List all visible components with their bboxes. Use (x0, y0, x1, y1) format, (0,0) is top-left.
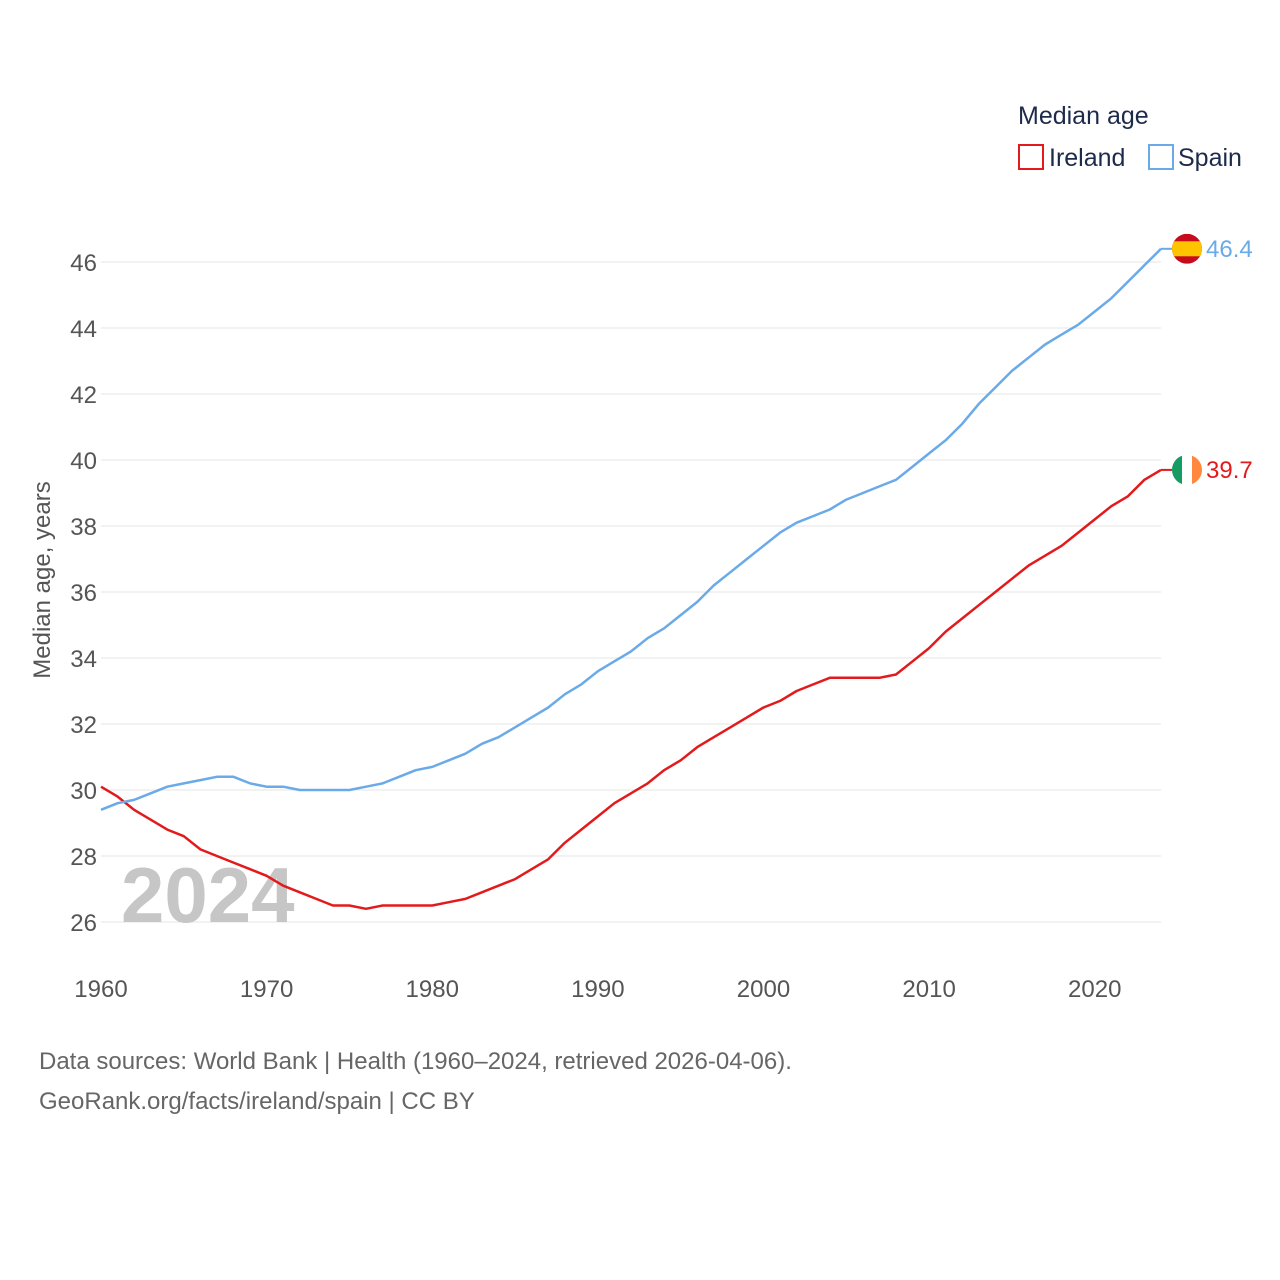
median-age-chart: 26 28 30 32 34 36 38 40 42 44 46 1960 1970 1980 1990 2… (29, 102, 1253, 1003)
y-tick-label-26: 26 (70, 910, 97, 937)
x-tick-label-1980: 1980 (406, 976, 459, 1003)
current-year-watermark: 2024 (121, 851, 295, 939)
y-axis-ticks: 26 28 30 32 34 36 38 40 42 44 46 (70, 250, 97, 937)
y-tick-label-34: 34 (70, 646, 97, 673)
legend-item-ireland[interactable]: Ireland (1018, 144, 1125, 172)
source-link[interactable]: GeoRank.org/facts/ireland/spain | CC BY (39, 1088, 475, 1115)
series-lines (100, 247, 1162, 911)
end-value-label-ireland: 39.7 (1206, 457, 1253, 484)
y-tick-label-28: 28 (70, 844, 97, 871)
spain-flag-icon (1172, 233, 1202, 264)
x-tick-label-1990: 1990 (571, 976, 624, 1003)
y-axis-title: Median age, years (29, 481, 56, 678)
legend-label-ireland: Ireland (1049, 144, 1125, 172)
x-tick-label-1970: 1970 (240, 976, 293, 1003)
x-tick-label-2020: 2020 (1068, 976, 1121, 1003)
end-value-label-spain: 46.4 (1206, 236, 1253, 263)
y-tick-label-30: 30 (70, 778, 97, 805)
x-tick-label-2000: 2000 (737, 976, 790, 1003)
legend-swatch-spain (1148, 144, 1174, 170)
y-tick-label-46: 46 (70, 250, 97, 277)
series-end-markers: 39.7 46.4 (1161, 233, 1253, 485)
legend-item-spain[interactable]: Spain (1148, 144, 1242, 172)
legend: Median age Ireland Spain (1018, 102, 1242, 172)
x-tick-label-1960: 1960 (74, 976, 127, 1003)
y-tick-label-38: 38 (70, 514, 97, 541)
y-tick-label-42: 42 (70, 382, 97, 409)
chart-footer: Data sources: World Bank | Health (1960–… (39, 1042, 1239, 1122)
series-line-spain[interactable] (100, 247, 1162, 811)
legend-swatch-ireland (1018, 144, 1044, 170)
ireland-flag-icon (1172, 454, 1202, 485)
legend-title: Median age (1018, 102, 1149, 130)
y-tick-label-40: 40 (70, 448, 97, 475)
x-tick-label-2010: 2010 (902, 976, 955, 1003)
y-tick-label-32: 32 (70, 712, 97, 739)
x-axis-ticks: 1960 1970 1980 1990 2000 2010 2020 (74, 976, 1121, 1003)
y-tick-label-44: 44 (70, 316, 97, 343)
legend-label-spain: Spain (1178, 144, 1242, 172)
grid-lines (101, 261, 1161, 923)
series-line-ireland[interactable] (100, 468, 1162, 911)
y-tick-label-36: 36 (70, 580, 97, 607)
data-sources-text: Data sources: World Bank | Health (1960–… (39, 1048, 792, 1075)
